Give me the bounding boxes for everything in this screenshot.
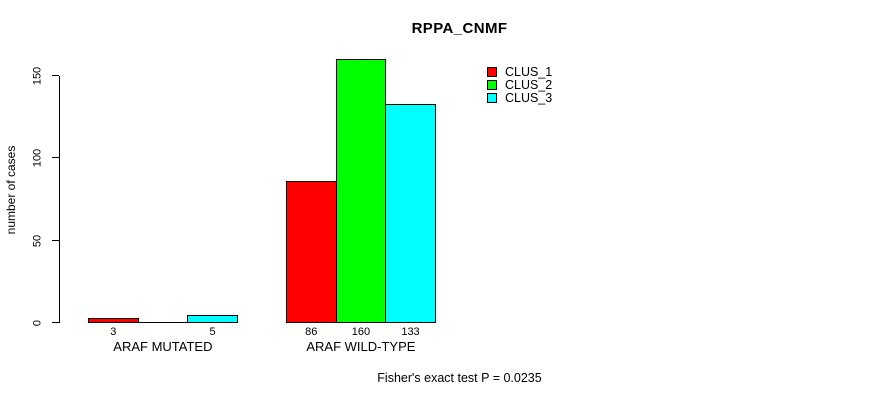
legend-swatch-clus-3 [487,93,497,104]
y-axis-tick [52,239,59,241]
bar-clus-1-araf-wild-type [286,181,337,323]
legend: CLUS_1 CLUS_2 CLUS_3 [487,65,552,105]
legend-entry-clus-2: CLUS_2 [487,78,553,93]
bar-clus-2-araf-wild-type [335,59,387,323]
y-axis-tick [52,74,59,76]
y-axis-tick [52,322,59,323]
y-tick-label: 0 [31,319,44,327]
legend-label-clus-3: CLUS_3 [505,91,553,106]
legend-label-clus-2: CLUS_2 [505,78,553,93]
legend-label-clus-1: CLUS_1 [505,64,553,79]
bar-value-label-clus-3-araf-wild-type: 133 [401,326,420,338]
bar-clus-1-araf-mutated [88,318,139,323]
legend-swatch-clus-2 [487,80,497,91]
bar-clus-2-araf-mutated-zero [137,322,189,323]
legend-entry-clus-3: CLUS_3 [487,91,553,106]
chart-title: RPPA_CNMF [411,20,508,37]
bar-value-label-clus-2-araf-wild-type: 160 [351,326,371,338]
bar-value-label-clus-1-araf-wild-type: 86 [305,326,318,338]
y-tick-label: 150 [31,66,44,86]
bar-value-label-clus-3-araf-mutated: 5 [209,326,216,338]
bar-clus-3-araf-wild-type [385,103,436,323]
bar-value-label-clus-1-araf-mutated: 3 [110,326,117,338]
y-tick-label: 100 [31,149,44,168]
stat-annotation: Fisher's exact test P = 0.0235 [377,371,542,385]
legend-entry-clus-1: CLUS_1 [487,64,553,79]
category-label-araf-wild-type: ARAF WILD-TYPE [306,339,416,354]
legend-swatch-clus-1 [487,66,497,77]
y-tick-label: 50 [31,234,44,247]
y-axis-line [59,75,60,323]
y-axis-tick [52,157,59,159]
bar-clus-3-araf-mutated [187,314,238,323]
category-label-araf-mutated: ARAF MUTATED [113,339,213,354]
